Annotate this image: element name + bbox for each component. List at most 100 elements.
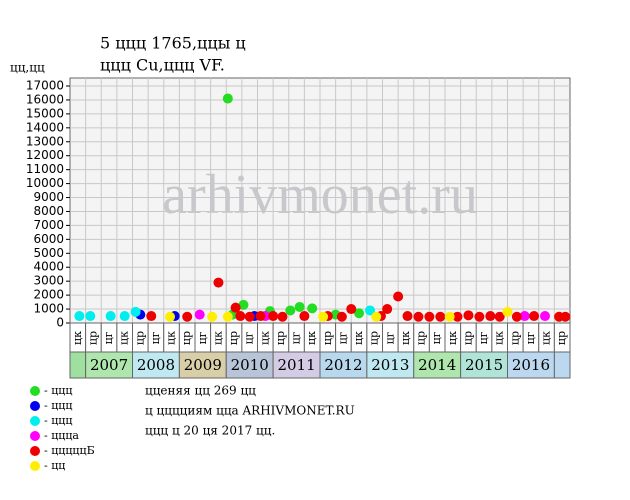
year-cell (507, 351, 555, 379)
y-tick-label: 3000 (33, 274, 64, 288)
data-point (365, 305, 375, 316)
data-point (277, 311, 288, 322)
data-point (519, 311, 530, 322)
column-label: цр (368, 331, 381, 345)
column-label: цк (493, 331, 506, 345)
y-tick-label: 17000 (26, 79, 64, 93)
year-label: 2009 (184, 356, 222, 374)
data-point (354, 308, 365, 319)
year-cell (553, 351, 571, 379)
column-label: цк (446, 331, 459, 345)
y-tick-label: 15000 (26, 106, 64, 120)
column-label: цр (133, 331, 146, 345)
y-tick-label: 13000 (26, 134, 64, 148)
legend-label: - ццц (44, 384, 72, 397)
year-label: 2010 (231, 356, 269, 374)
data-point (402, 311, 413, 322)
year-label: 2007 (90, 356, 128, 374)
column-label: цр (508, 331, 521, 345)
y-tick-label: 12000 (26, 148, 64, 162)
y-tick-label: 1000 (33, 302, 64, 316)
data-point (299, 311, 310, 322)
column-label: цг (524, 331, 537, 344)
data-point (105, 311, 116, 322)
data-point (85, 311, 96, 322)
column-label: цр (227, 331, 240, 345)
data-point (529, 311, 540, 322)
column-label: цр (86, 331, 99, 345)
y-tick-label: 5000 (33, 246, 64, 260)
year-label: 2011 (277, 356, 315, 374)
data-point (230, 302, 241, 313)
legend-marker (30, 431, 40, 441)
column-label: цк (211, 331, 224, 345)
data-point (474, 311, 485, 322)
data-point (393, 291, 404, 302)
y-tick-label: 16000 (26, 92, 64, 106)
data-point (213, 277, 224, 288)
legend-marker (30, 416, 40, 426)
y-tick-label: 6000 (33, 232, 64, 246)
legend-label: - цццццБ (44, 444, 95, 457)
column-label: цг (430, 331, 443, 344)
year-cell (319, 351, 368, 379)
legend-marker (30, 461, 40, 471)
data-point (485, 311, 496, 322)
data-point (382, 304, 393, 315)
column-label: цр (321, 331, 334, 345)
data-point (307, 303, 318, 314)
data-point (318, 311, 329, 322)
column-label: цг (477, 331, 490, 344)
year-cell (413, 351, 462, 379)
data-point (413, 311, 424, 322)
column-label: цр (415, 331, 428, 345)
column-label: цг (149, 331, 162, 344)
column-label: цк (352, 331, 365, 345)
data-point (424, 311, 435, 322)
data-point (294, 301, 305, 312)
legend-label: - ццц (44, 399, 72, 412)
y-tick-label: 7000 (33, 218, 64, 232)
data-point (371, 311, 382, 322)
data-point (540, 311, 550, 322)
column-label: цк (71, 331, 84, 345)
data-point (146, 311, 157, 322)
y-tick-label: 4000 (33, 260, 64, 274)
year-label: 2014 (418, 356, 456, 374)
note: ццц ц 20 ця 2017 цц. (145, 424, 275, 438)
data-point (444, 311, 455, 322)
year-cell (178, 351, 227, 379)
data-point (560, 311, 571, 322)
year-label: 2012 (324, 356, 362, 374)
column-label: цк (305, 331, 318, 345)
legend-label: - цц (44, 459, 65, 472)
data-point (502, 306, 513, 317)
y-tick-label: 11000 (26, 162, 64, 176)
year-label: 2013 (371, 356, 409, 374)
column-label: цк (399, 331, 412, 345)
legend-marker (30, 401, 40, 411)
data-point (238, 299, 249, 310)
legend-marker (30, 386, 40, 396)
y-tick-label: 0 (56, 316, 64, 330)
data-point (207, 311, 218, 322)
column-label: цг (102, 331, 115, 344)
year-label: 2008 (137, 356, 175, 374)
data-point (494, 311, 505, 322)
column-label: цр (555, 331, 568, 345)
note: ц цццциям цца ARHIVMONET.RU (145, 404, 355, 418)
column-label: цр (461, 331, 474, 345)
year-cell (132, 351, 180, 379)
chart-subtitle: ццц Cu,ццц VF. (100, 56, 225, 75)
data-point (194, 309, 205, 320)
data-point (463, 310, 474, 321)
year-label: 2016 (512, 356, 550, 374)
column-label: цг (290, 331, 303, 344)
data-point (285, 305, 296, 316)
data-point (119, 311, 130, 322)
column-label: цр (274, 331, 287, 345)
chart-title: 5 ццц 1765,ццы ц (100, 34, 246, 53)
column-label: цк (540, 331, 553, 345)
legend-label: - ццца (44, 429, 79, 442)
